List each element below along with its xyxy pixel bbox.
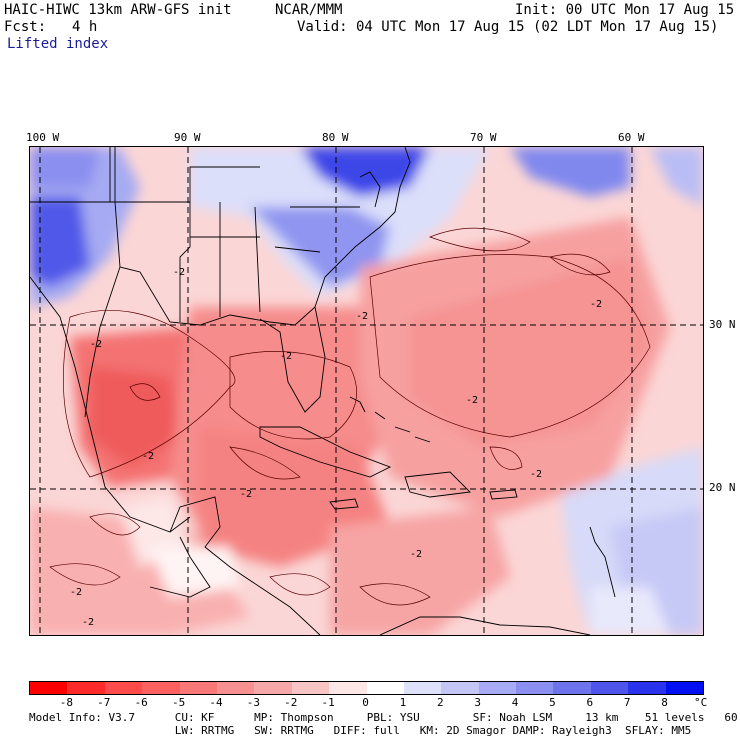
model-title: HAIC-HIWC 13km ARW-GFS init [4, 2, 232, 18]
legend-tick-label: -8 [59, 696, 74, 709]
legend-swatch [142, 682, 180, 694]
legend-swatch [516, 682, 554, 694]
lon-label-80w: 80 W [322, 131, 349, 144]
forecast-hour: 4 h [72, 19, 98, 35]
legend-swatch [478, 682, 517, 694]
legend-swatch [216, 682, 255, 694]
latlon-grid [30, 147, 703, 635]
legend-tick-label: -3 [246, 696, 260, 709]
field-name: Lifted index [7, 36, 109, 52]
contour-label: -2 [590, 299, 602, 310]
legend-tick-label: 6 [586, 696, 594, 709]
lat-label-30n: 30 N [709, 318, 736, 331]
lon-label-90w: 90 W [174, 131, 201, 144]
lon-label-100w: 100 W [26, 131, 60, 144]
contour-label: -2 [173, 267, 185, 278]
legend-swatch [403, 682, 442, 694]
contour-label: -2 [70, 587, 82, 598]
contour-label: -2 [82, 617, 94, 628]
contour-label: -2 [240, 489, 252, 500]
legend-swatch [366, 682, 404, 694]
legend-swatch [665, 682, 704, 694]
legend-tick-label: 8 [661, 696, 668, 709]
legend-swatch [254, 682, 292, 694]
legend-swatch [30, 682, 68, 694]
legend-unit: °C [694, 696, 708, 709]
lifted-index-map: -2 -2 -2 -2 -2 -2 -2 -2 -2 -2 -2 -2 [29, 146, 704, 636]
contour-label: -2 [142, 451, 154, 462]
legend-tick-label: 7 [623, 696, 631, 709]
contour-label: -2 [90, 339, 102, 350]
legend-tick-label: -7 [97, 696, 111, 709]
legend-tick-label: 4 [511, 696, 519, 709]
contour-label: -2 [280, 351, 292, 362]
init-time: Init: 00 UTC Mon 17 Aug 15 [515, 2, 735, 18]
legend-swatch [179, 682, 217, 694]
legend-swatch [67, 682, 105, 694]
contour-label: -2 [466, 395, 478, 406]
model-info-line1: Model Info: V3.7 CU: KF MP: Thompson PBL… [29, 711, 740, 724]
legend-swatch [628, 682, 666, 694]
contour-label: -2 [356, 311, 368, 322]
legend-swatch [329, 682, 367, 694]
color-legend-bar [29, 681, 704, 695]
map-canvas: -2 -2 -2 -2 -2 -2 -2 -2 -2 -2 -2 -2 [30, 147, 703, 635]
legend-tick-label: -2 [284, 696, 298, 709]
legend-tick-label: -5 [171, 696, 186, 709]
contour-value-labels: -2 -2 -2 -2 -2 -2 -2 -2 -2 -2 -2 -2 [70, 267, 602, 628]
legend-tick-label: 2 [436, 696, 444, 709]
contour-lines [49, 227, 651, 606]
lon-label-60w: 60 W [618, 131, 645, 144]
lon-label-70w: 70 W [470, 131, 497, 144]
legend-swatch [104, 682, 143, 694]
org-label: NCAR/MMM [275, 2, 343, 18]
coastlines [30, 147, 616, 635]
contour-label: -2 [410, 549, 422, 560]
lat-label-20n: 20 N [709, 481, 736, 494]
contour-label: -2 [530, 469, 542, 480]
legend-tick-label: 1 [399, 696, 407, 709]
legend-tick-label: -4 [209, 696, 223, 709]
valid-time: Valid: 04 UTC Mon 17 Aug 15 (02 LDT Mon … [297, 19, 719, 35]
legend-swatch [441, 682, 479, 694]
legend-tick-label: -1 [321, 696, 335, 709]
legend-swatch [553, 682, 591, 694]
legend-swatch [291, 682, 330, 694]
legend-tick-label: 5 [549, 696, 556, 709]
legend-tick-label: -6 [134, 696, 148, 709]
forecast-label: Fcst: [4, 19, 47, 35]
legend-tick-label: 0 [362, 696, 369, 709]
legend-swatch [590, 682, 629, 694]
shaded-field [30, 147, 703, 635]
legend-tick-label: 3 [474, 696, 481, 709]
model-info-line2: LW: RRTMG SW: RRTMG DIFF: full KM: 2D Sm… [29, 724, 692, 737]
